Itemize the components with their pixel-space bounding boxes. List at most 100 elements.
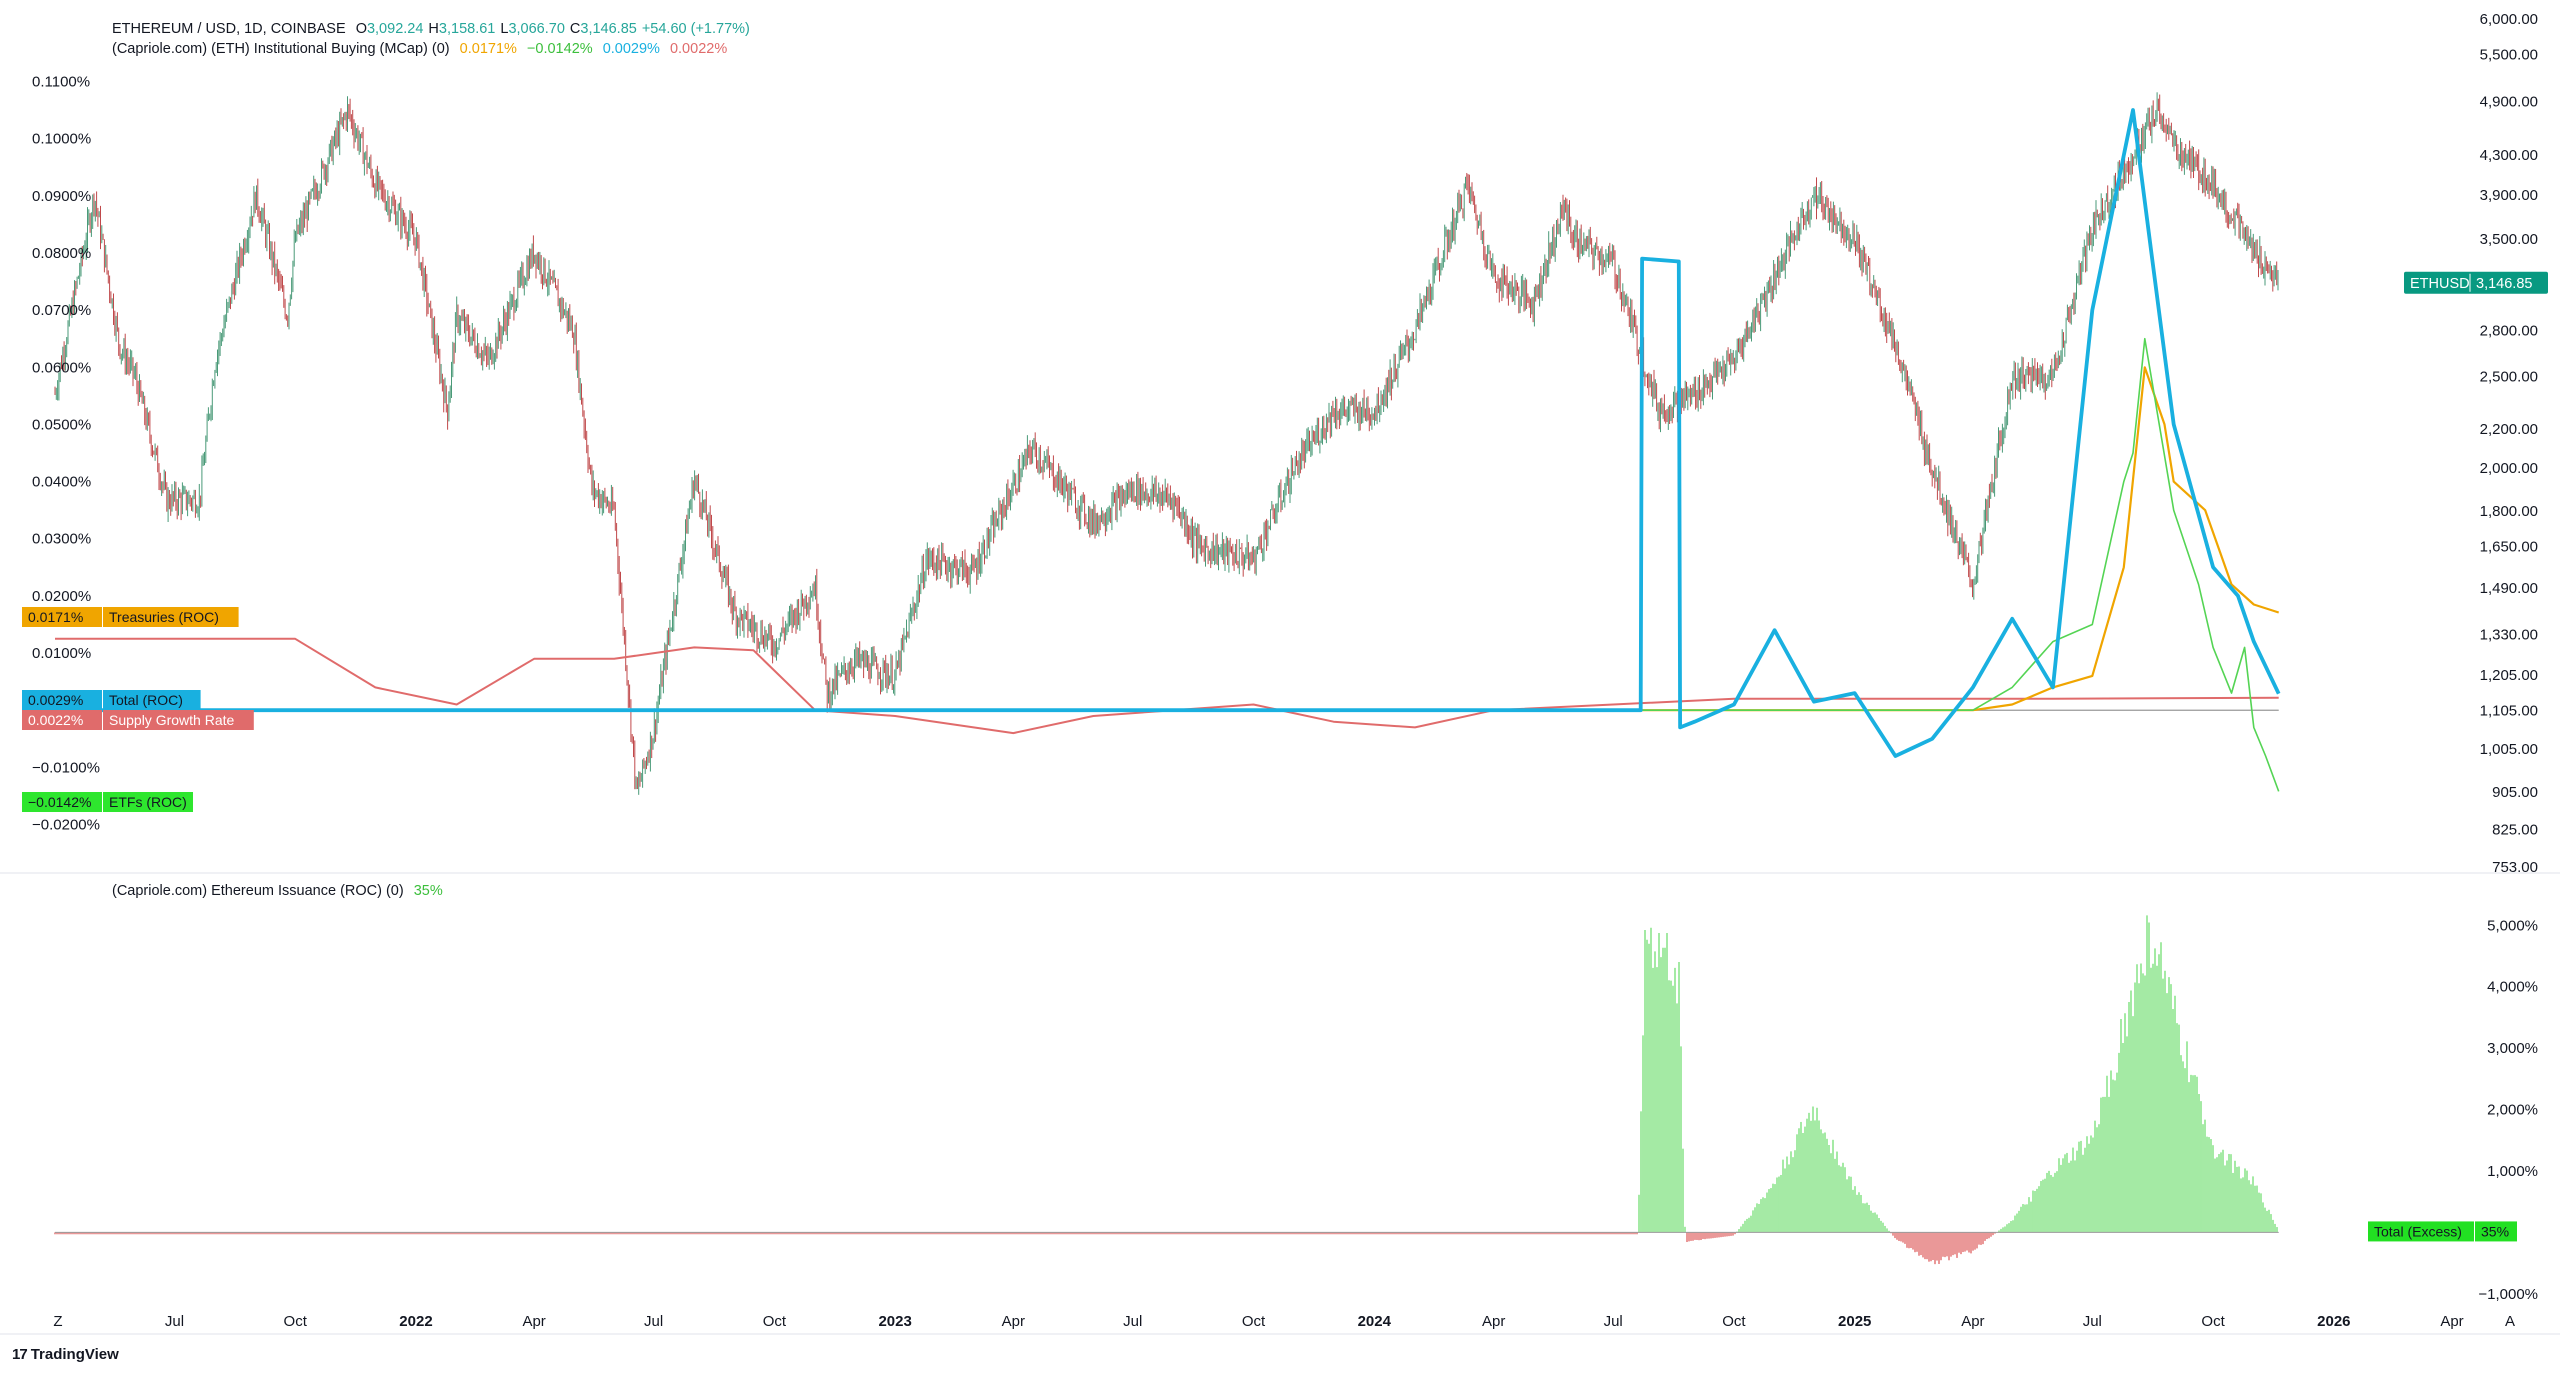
o-label: O: [355, 21, 367, 37]
tradingview-logo[interactable]: 17 TradingView: [12, 1346, 119, 1363]
header-line3: (Capriole.com) Ethereum Issuance (ROC) (…: [112, 883, 449, 899]
series-line-etfs-roc-: [1640, 337, 2280, 792]
price-change: +54.60 (+1.77%): [641, 21, 750, 37]
issuance-legend-name-badge: [2368, 1221, 2474, 1242]
price-tick-label: 2,000.00: [2480, 460, 2538, 477]
time-tick-label: Oct: [1722, 1313, 1746, 1330]
series-line-treasuries-roc-: [55, 366, 2280, 712]
h-value: 3,158.61: [438, 21, 496, 37]
issuance-legend-value-badge: [2475, 1221, 2517, 1242]
time-tick-label: Jul: [1123, 1313, 1142, 1330]
price-tick-label: 1,490.00: [2480, 580, 2538, 597]
tradingview-mark-icon: 17: [12, 1346, 28, 1363]
issuance-legend-value: 35%: [2481, 1223, 2509, 1239]
issuance-bars: [54, 915, 2279, 1265]
legend-value-badge: [22, 607, 102, 627]
legend-name-badge: [103, 690, 201, 710]
indicator-lines: [55, 108, 2281, 792]
price-tick-label: 1,650.00: [2480, 538, 2538, 555]
indicator-tick-label: 0.1100%: [32, 73, 90, 90]
indicator1-value-etfs: −0.0142%: [526, 41, 593, 57]
branding-label: TradingView: [30, 1346, 119, 1363]
time-tick-label: Jul: [2083, 1313, 2102, 1330]
l-value: 3,066.70: [508, 21, 565, 37]
price-tick-label: 2,500.00: [2480, 369, 2538, 386]
o-value: 3,092.24: [366, 21, 424, 37]
indicator1-name[interactable]: (Capriole.com) (ETH) Institutional Buyin…: [112, 41, 450, 57]
price-tick-label: 3,500.00: [2480, 231, 2538, 248]
issuance-tick-label: 3,000%: [2487, 1040, 2538, 1057]
legend-name: ETFs (ROC): [109, 794, 187, 810]
price-tick-label: 6,000.00: [2480, 11, 2538, 28]
time-tick-label: 2024: [1358, 1313, 1392, 1330]
time-tick-label: Apr: [2440, 1313, 2463, 1330]
issuance-legend-name: Total (Excess): [2374, 1223, 2462, 1239]
issuance-tick-label: 2,000%: [2487, 1102, 2538, 1119]
price-tick-label: 4,300.00: [2480, 147, 2538, 164]
price-tick-label: 2,800.00: [2480, 322, 2538, 339]
indicator-tick-label: 0.0200%: [32, 588, 91, 605]
issuance-tick-label: 5,000%: [2487, 917, 2538, 934]
legend-value-badge: [22, 792, 102, 812]
issuance-tick-label: 4,000%: [2487, 979, 2538, 996]
time-tick-label: Oct: [763, 1313, 787, 1330]
price-tick-label: 1,205.00: [2480, 667, 2538, 684]
indicator2-value: 35%: [413, 883, 443, 899]
time-tick-label: Oct: [2201, 1313, 2225, 1330]
time-tick-label: Apr: [1002, 1313, 1025, 1330]
symbol-title: ETHEREUM / USD, 1D, COINBASE: [112, 21, 346, 37]
price-tick-label: 753.00: [2492, 859, 2538, 876]
ohlc: O3,092.24 H3,158.61 L3,066.70 C3,146.85 +54.…: [356, 21, 756, 37]
price-candles: [54, 92, 2279, 795]
time-tick-label: Jul: [644, 1313, 663, 1330]
price-tick-label: 3,900.00: [2480, 187, 2538, 204]
last-price-symbol: ETHUSD: [2410, 276, 2470, 292]
indicator1-value-supply: 0.0022%: [669, 41, 728, 57]
price-tick-label: 5,500.00: [2480, 47, 2538, 64]
time-tick-label: Jul: [1604, 1313, 1623, 1330]
time-tick-label: Apr: [1482, 1313, 1505, 1330]
indicator-tick-label: 0.0100%: [32, 645, 91, 662]
legend-name: Total (ROC): [109, 692, 183, 708]
indicator-tick-label: 0.0500%: [32, 416, 91, 433]
legend-name-badge: [103, 607, 239, 627]
indicator-tick-label: 0.1000%: [32, 131, 91, 148]
last-price-badge: [2404, 271, 2548, 294]
price-tick-label: 1,800.00: [2480, 503, 2538, 520]
legend-name-badge: [103, 792, 193, 812]
indicator1-value-total: 0.0029%: [602, 41, 660, 57]
indicator-tick-label: 0.0900%: [32, 188, 91, 205]
price-tick-label: 1,330.00: [2480, 627, 2538, 644]
legend-name-badge: [103, 710, 254, 730]
legend-value: 0.0022%: [28, 712, 83, 728]
time-tick-label: Jul: [165, 1313, 184, 1330]
series-line-total-roc-: [55, 108, 2281, 758]
time-tick-label: Z: [53, 1313, 62, 1330]
l-label: L: [500, 21, 509, 37]
indicator2-name[interactable]: (Capriole.com) Ethereum Issuance (ROC) (…: [112, 883, 404, 899]
indicator-tick-label: 0.0300%: [32, 531, 91, 548]
indicator-tick-label: −0.0200%: [32, 817, 100, 834]
legend-value-badge: [22, 710, 102, 730]
time-tick-label: 2025: [1838, 1313, 1871, 1330]
c-value: 3,146.85: [580, 21, 637, 37]
time-tick-label: 2023: [878, 1313, 911, 1330]
indicator-tick-label: 0.0600%: [32, 359, 91, 376]
time-tick-label: Apr: [1961, 1313, 1984, 1330]
header-line2: (Capriole.com) (ETH) Institutional Buyin…: [112, 41, 733, 57]
series-line-supply-growth-rate: [55, 637, 2279, 735]
price-tick-label: 2,200.00: [2480, 421, 2538, 438]
legend-name: Treasuries (ROC): [109, 609, 219, 625]
legend-value-badge: [22, 690, 102, 710]
time-tick-label: Oct: [1242, 1313, 1266, 1330]
last-price-value: 3,146.85: [2476, 276, 2532, 292]
price-tick-label: 1,105.00: [2480, 702, 2538, 719]
time-tick-label: Oct: [284, 1313, 308, 1330]
header-line1: ETHEREUM / USD, 1D, COINBASE O3,092.24 H3…: [112, 21, 762, 37]
indicator1-value-treasuries: 0.0171%: [459, 41, 517, 57]
price-tick-label: 1,005.00: [2480, 741, 2538, 758]
indicator-tick-label: 0.0400%: [32, 474, 91, 491]
legend-value: 0.0029%: [28, 692, 83, 708]
indicator-tick-label: −0.0100%: [32, 759, 100, 776]
